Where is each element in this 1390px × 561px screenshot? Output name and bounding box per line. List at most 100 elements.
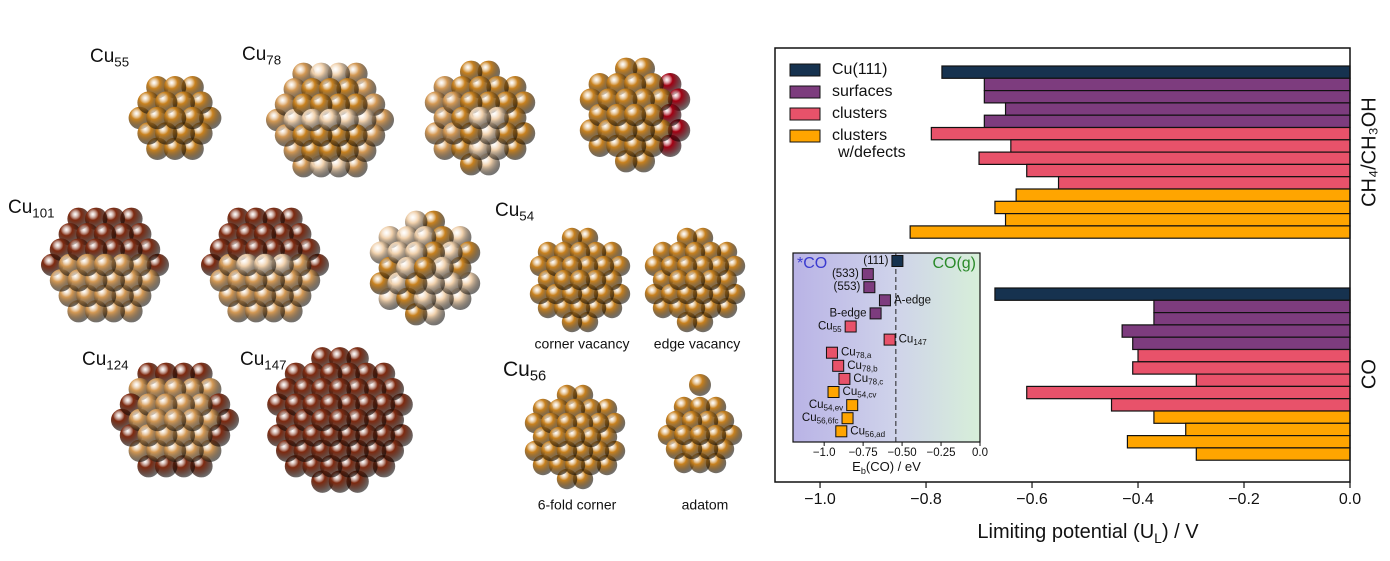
bar (1010, 139, 1351, 153)
subscript: 78 (266, 52, 281, 67)
text-part: Cu (850, 425, 865, 437)
bar (1153, 410, 1351, 424)
atom (301, 108, 324, 132)
subscript: 55 (114, 54, 129, 69)
atom (396, 256, 419, 280)
inset-background (792, 252, 981, 443)
cluster (128, 75, 222, 161)
atom (181, 106, 204, 130)
text-part: (111) (863, 255, 888, 267)
bar (1153, 312, 1351, 326)
subscript: 147 (913, 338, 927, 347)
atom (346, 408, 369, 432)
bar (983, 77, 1351, 92)
atom (548, 426, 570, 448)
subscript: 78,b (862, 364, 878, 373)
inset-x-tick-label: −0.25 (926, 447, 955, 459)
text-part: Cu (818, 321, 833, 333)
point (883, 333, 896, 346)
point-label: (533) (832, 268, 859, 280)
bar (1026, 385, 1351, 400)
x-tick-label: −0.8 (910, 491, 942, 508)
bar (1132, 336, 1351, 351)
group-label: CH₄/CH₃OH (1358, 97, 1380, 207)
point (841, 412, 854, 425)
bar (983, 114, 1351, 129)
bar (994, 287, 1351, 301)
bar (978, 151, 1351, 166)
text-part: Cu (82, 349, 106, 370)
cluster-label: Cu54 (495, 200, 534, 223)
cluster-label: Cu78 (242, 44, 281, 67)
point (827, 386, 840, 398)
bar (1015, 188, 1351, 202)
cluster-label: Cu101 (8, 197, 54, 220)
point-label: Cu54,cv (843, 386, 877, 400)
bar (983, 89, 1351, 104)
bar (1026, 163, 1351, 178)
cluster (110, 362, 240, 478)
atom (623, 103, 647, 127)
bar (1195, 447, 1351, 461)
point (861, 268, 874, 281)
x-tick-label: −1.0 (804, 491, 836, 508)
text-part: Cu (841, 347, 856, 359)
atom (689, 374, 711, 396)
text-part: Cu (853, 373, 868, 385)
subscript: 54,ev (824, 404, 844, 413)
point-label: Cu78,c (853, 373, 883, 387)
inset-x-tick-label: 0.0 (972, 447, 988, 459)
legend-swatch (789, 107, 821, 121)
point (835, 425, 848, 438)
point (869, 307, 882, 320)
atom (569, 269, 591, 291)
point (825, 346, 838, 359)
bar (1004, 102, 1351, 116)
point-label: Cu54,ev (809, 399, 843, 413)
text-part: (553) (833, 281, 860, 293)
point-label: (111) (863, 255, 888, 267)
atom (336, 108, 359, 132)
cluster-caption: edge vacancy (654, 336, 740, 352)
cluster (524, 384, 626, 490)
atom (146, 408, 169, 432)
legend-swatch (789, 85, 821, 99)
inset-x-tick-label: −0.75 (849, 447, 878, 459)
text-part: A-edge (894, 294, 931, 306)
x-tick-label: −0.2 (1228, 491, 1260, 508)
point-label: Cu78,a (841, 347, 872, 361)
atom (606, 103, 629, 127)
atom (111, 253, 134, 277)
bar (1121, 324, 1351, 338)
atom (553, 269, 575, 291)
point (891, 255, 904, 267)
subscript: 56 (530, 368, 546, 384)
legend-swatch (789, 63, 821, 77)
plot-frame (774, 47, 1351, 483)
cluster-label: Cu56 (503, 358, 546, 385)
text-part: Cu (8, 197, 32, 218)
bar (930, 126, 1351, 141)
x-tick-label: −0.6 (1016, 491, 1048, 508)
atom (328, 408, 352, 432)
inset-right-label: CO(g) (932, 255, 976, 272)
text-part: (533) (832, 268, 859, 280)
subscript: 55 (833, 325, 842, 334)
point-label: Cu56,ad (850, 425, 885, 439)
atom (705, 424, 727, 446)
bar (1153, 299, 1351, 314)
atom (580, 426, 602, 448)
cluster (657, 396, 743, 474)
text-part: Cu (809, 399, 824, 411)
cluster-label: Cu147 (240, 349, 286, 372)
x-axis-label: Limiting potential (UL) / V (977, 521, 1199, 545)
bar (994, 200, 1351, 215)
text-part: Cu (242, 44, 266, 65)
atom (468, 106, 492, 130)
inset-left-label: *CO (797, 255, 827, 272)
point-label: B-edge (829, 307, 866, 319)
point (863, 281, 876, 294)
legend-label: Cu(111) (832, 61, 887, 78)
atom (564, 426, 586, 448)
atom (311, 408, 334, 432)
